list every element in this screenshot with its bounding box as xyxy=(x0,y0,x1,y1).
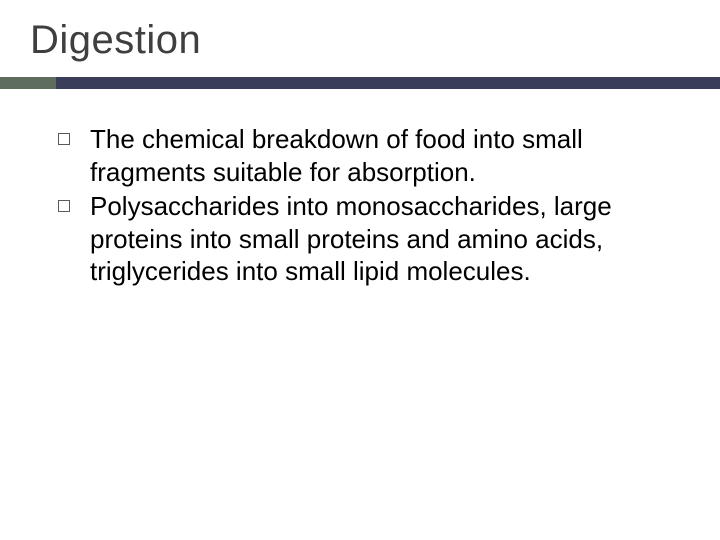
list-item: The chemical breakdown of food into smal… xyxy=(58,123,680,188)
content-area: The chemical breakdown of food into smal… xyxy=(0,89,720,288)
bullet-text: Polysaccharides into monosaccharides, la… xyxy=(90,190,680,288)
divider-accent xyxy=(0,77,56,89)
divider-bar xyxy=(0,77,720,89)
title-area: Digestion xyxy=(0,0,720,77)
bullet-square-icon xyxy=(58,200,70,212)
divider-main xyxy=(56,77,720,89)
bullet-square-icon xyxy=(58,133,70,145)
slide-title: Digestion xyxy=(30,18,720,63)
bullet-text: The chemical breakdown of food into smal… xyxy=(90,123,680,188)
list-item: Polysaccharides into monosaccharides, la… xyxy=(58,190,680,288)
